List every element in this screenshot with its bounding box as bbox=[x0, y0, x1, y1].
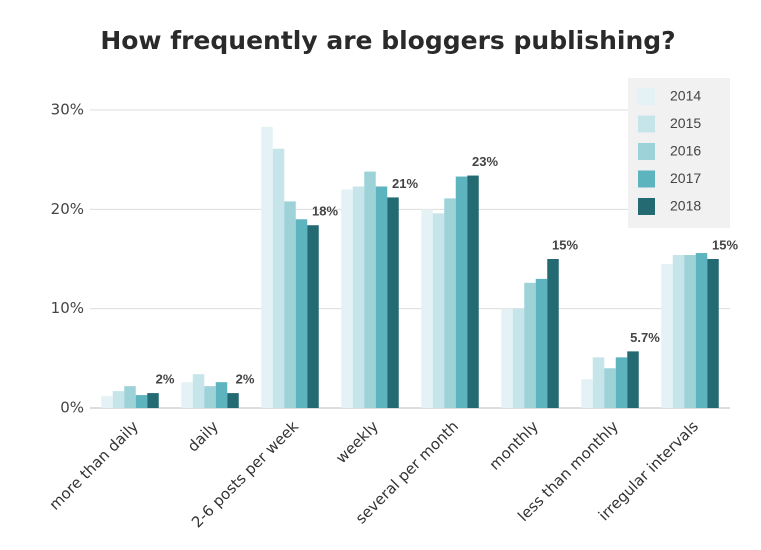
data-label: 18% bbox=[312, 204, 338, 219]
bar bbox=[524, 282, 536, 408]
legend-swatch bbox=[638, 88, 655, 105]
bar bbox=[387, 197, 399, 408]
bar bbox=[707, 259, 719, 408]
data-label: 5.7% bbox=[630, 330, 660, 345]
bar bbox=[124, 386, 136, 408]
bar bbox=[604, 368, 616, 408]
bar bbox=[147, 393, 159, 408]
legend-swatch bbox=[638, 198, 655, 215]
bar bbox=[432, 213, 445, 408]
data-label: 21% bbox=[392, 176, 418, 191]
data-label: 15% bbox=[712, 237, 738, 252]
bar bbox=[661, 263, 673, 408]
y-tick-label: 20% bbox=[51, 200, 84, 218]
chart-title: How frequently are bloggers publishing? bbox=[100, 26, 675, 55]
legend-label: 2015 bbox=[670, 115, 701, 131]
bar bbox=[455, 176, 468, 408]
bar bbox=[684, 255, 696, 408]
data-label: 2% bbox=[156, 372, 175, 387]
data-label: 15% bbox=[552, 237, 578, 252]
legend-label: 2018 bbox=[670, 198, 701, 214]
bar bbox=[261, 126, 273, 409]
x-tick-label: weekly bbox=[332, 417, 382, 467]
bar bbox=[101, 396, 113, 408]
legend-label: 2017 bbox=[670, 170, 701, 186]
x-tick-label: monthly bbox=[486, 417, 542, 473]
bar bbox=[295, 219, 308, 408]
legend-swatch bbox=[638, 170, 655, 188]
y-tick-label: 10% bbox=[51, 299, 84, 317]
bar bbox=[535, 278, 548, 408]
bar bbox=[672, 255, 685, 408]
bar bbox=[547, 259, 559, 408]
y-tick-label: 30% bbox=[51, 101, 84, 119]
x-tick-label: daily bbox=[184, 417, 222, 455]
bar bbox=[421, 209, 433, 408]
bar bbox=[375, 186, 388, 408]
bar bbox=[364, 171, 376, 408]
bar bbox=[615, 357, 628, 408]
bar bbox=[581, 379, 593, 408]
bar bbox=[112, 391, 125, 408]
bar bbox=[695, 253, 708, 408]
bar bbox=[227, 393, 239, 408]
legend-label: 2016 bbox=[670, 143, 701, 159]
bar bbox=[627, 351, 639, 408]
x-tick-label: more than daily bbox=[46, 417, 143, 514]
bar bbox=[444, 198, 456, 408]
bar bbox=[307, 225, 319, 408]
data-label: 2% bbox=[236, 372, 255, 387]
legend-swatch bbox=[638, 143, 655, 160]
bar bbox=[181, 382, 193, 408]
bar bbox=[284, 201, 296, 408]
y-tick-label: 0% bbox=[60, 399, 84, 417]
bar bbox=[272, 148, 285, 409]
bar bbox=[341, 189, 353, 408]
bar bbox=[352, 186, 365, 408]
bar bbox=[512, 308, 525, 408]
legend-label: 2014 bbox=[670, 88, 701, 104]
bar bbox=[501, 308, 513, 408]
legend-swatch bbox=[638, 115, 655, 133]
bar bbox=[135, 395, 148, 408]
bar bbox=[467, 175, 479, 408]
bar bbox=[215, 382, 228, 408]
data-label: 23% bbox=[472, 154, 498, 169]
bar bbox=[192, 374, 205, 408]
bar bbox=[204, 386, 216, 408]
bar bbox=[592, 357, 605, 408]
